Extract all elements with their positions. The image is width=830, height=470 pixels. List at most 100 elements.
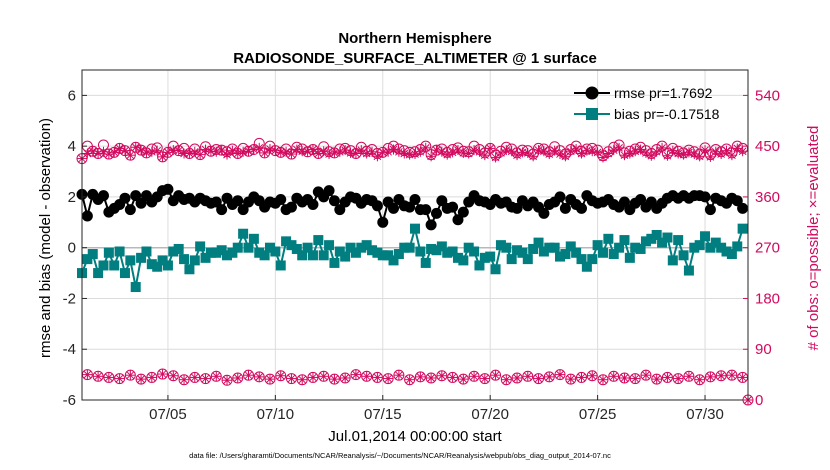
- bias-point: [216, 245, 227, 256]
- obs-evaluated-low-point-stroke: [470, 372, 478, 381]
- obs-evaluated-low-point-stroke: [577, 373, 586, 382]
- bias-point: [635, 243, 646, 254]
- obs-evaluated-point-stroke: [652, 147, 661, 156]
- x-tick-label: 07/10: [257, 406, 295, 423]
- obs-evaluated-low-point: [662, 372, 673, 383]
- rmse-point: [307, 199, 319, 211]
- obs-evaluated-point: [597, 152, 608, 163]
- obs-evaluated-point-stroke: [185, 149, 194, 158]
- obs-evaluated-point-stroke: [529, 152, 538, 161]
- obs-evaluated-point-stroke: [362, 149, 371, 158]
- obs-evaluated-low-point-stroke: [147, 373, 156, 382]
- bias-point: [732, 241, 743, 252]
- bias-point: [512, 245, 523, 256]
- obs-evaluated-low-point: [243, 370, 254, 381]
- obs-evaluated-point-stroke: [728, 151, 736, 160]
- obs-evaluated-point: [528, 151, 539, 162]
- bias-point: [243, 242, 254, 253]
- x-tick-label: 07/15: [364, 406, 402, 423]
- bias-point: [297, 250, 308, 261]
- obs-evaluated-low-point-stroke: [620, 374, 629, 382]
- obs-evaluated-point: [651, 146, 662, 157]
- obs-evaluated-low-point: [222, 375, 233, 386]
- obs-evaluated-point-stroke: [276, 148, 285, 157]
- obs-evaluated-point: [222, 149, 233, 160]
- bias-point: [275, 260, 286, 271]
- rmse-point: [430, 207, 442, 219]
- bias-point: [689, 242, 700, 253]
- bias-point: [560, 249, 571, 260]
- obs-evaluated-low-point-stroke: [83, 370, 92, 379]
- bias-point: [683, 265, 694, 276]
- obs-evaluated-low-point: [651, 374, 662, 385]
- obs-evaluated-low-point-stroke: [255, 373, 264, 381]
- obs-evaluated-low-point: [211, 371, 222, 382]
- obs-evaluated-point-stroke: [255, 143, 264, 152]
- chart-title-line-2: RADIOSONDE_SURFACE_ALTIMETER @ 1 surface: [233, 50, 597, 67]
- bias-point: [238, 228, 249, 239]
- bias-point: [264, 242, 275, 253]
- obs-evaluated-low-point: [619, 373, 630, 383]
- obs-evaluated-low-point-stroke: [599, 375, 607, 384]
- obs-evaluated-point-stroke: [233, 149, 242, 158]
- bias-point: [458, 255, 469, 266]
- obs-evaluated-low-point-stroke: [728, 371, 736, 380]
- obs-evaluated-point-stroke: [105, 150, 113, 158]
- bias-point: [248, 233, 259, 244]
- obs-evaluated-low-point: [533, 373, 544, 384]
- obs-evaluated-low-point: [393, 370, 404, 381]
- bias-point: [549, 242, 560, 253]
- obs-evaluated-low-point: [597, 374, 608, 385]
- obs-evaluated-point-stroke: [121, 146, 129, 155]
- obs-evaluated-low-point: [469, 371, 480, 382]
- bias-point: [721, 246, 732, 257]
- obs-evaluated-point-stroke: [545, 150, 554, 158]
- rmse-point: [334, 204, 346, 216]
- bias-point: [383, 250, 394, 261]
- obs-evaluated-point-stroke: [115, 144, 124, 153]
- obs-evaluated-point: [581, 145, 592, 156]
- bias-point: [517, 247, 528, 258]
- obs-evaluated-point: [259, 147, 270, 158]
- obs-evaluated-point-stroke: [174, 146, 183, 155]
- bias-point: [646, 233, 657, 244]
- obs-count-series: [76, 137, 754, 406]
- obs-evaluated-low-point: [297, 374, 308, 385]
- rmse-point: [699, 191, 711, 203]
- obs-evaluated-low-point-stroke: [706, 373, 715, 381]
- bias-point: [657, 237, 668, 248]
- rmse-point: [538, 207, 550, 219]
- rmse-point: [135, 197, 147, 209]
- obs-evaluated-point: [657, 142, 668, 153]
- obs-evaluated-low-point-stroke: [631, 374, 640, 383]
- obs-evaluated-low-point-stroke: [502, 375, 511, 384]
- obs-evaluated-low-point-stroke: [362, 372, 371, 381]
- bias-point: [608, 249, 619, 260]
- rmse-point: [618, 196, 630, 208]
- legend: rmse pr=1.7692 bias pr=-0.17518: [574, 85, 720, 122]
- obs-evaluated-point: [479, 150, 490, 161]
- obs-evaluated-point-stroke: [223, 150, 231, 159]
- obs-evaluated-point-stroke: [701, 146, 709, 154]
- obs-evaluated-point-stroke: [738, 147, 747, 156]
- bias-point: [485, 251, 496, 262]
- bias-point: [624, 252, 635, 263]
- obs-evaluated-low-point: [307, 372, 318, 383]
- bias-point: [447, 246, 458, 257]
- y-axis-ticks: -6 -4 -2 0 2 4 6: [63, 87, 87, 409]
- chart-title-line-1: Northern Hemisphere: [338, 30, 491, 47]
- obs-evaluated-low-point: [157, 369, 168, 380]
- y-right-tick-label: 540: [755, 87, 780, 104]
- bias-point: [227, 247, 238, 258]
- obs-evaluated-point-stroke: [212, 147, 221, 156]
- bias-point: [313, 235, 324, 246]
- bias-point: [141, 246, 152, 257]
- bias-point: [700, 231, 711, 242]
- obs-evaluated-low-point-stroke: [298, 375, 307, 384]
- bias-point: [184, 264, 195, 275]
- rmse-point: [576, 202, 587, 214]
- bias-point: [211, 247, 222, 258]
- legend-bias-marker: [586, 108, 598, 120]
- bias-point: [361, 240, 372, 251]
- bias-point: [356, 242, 367, 253]
